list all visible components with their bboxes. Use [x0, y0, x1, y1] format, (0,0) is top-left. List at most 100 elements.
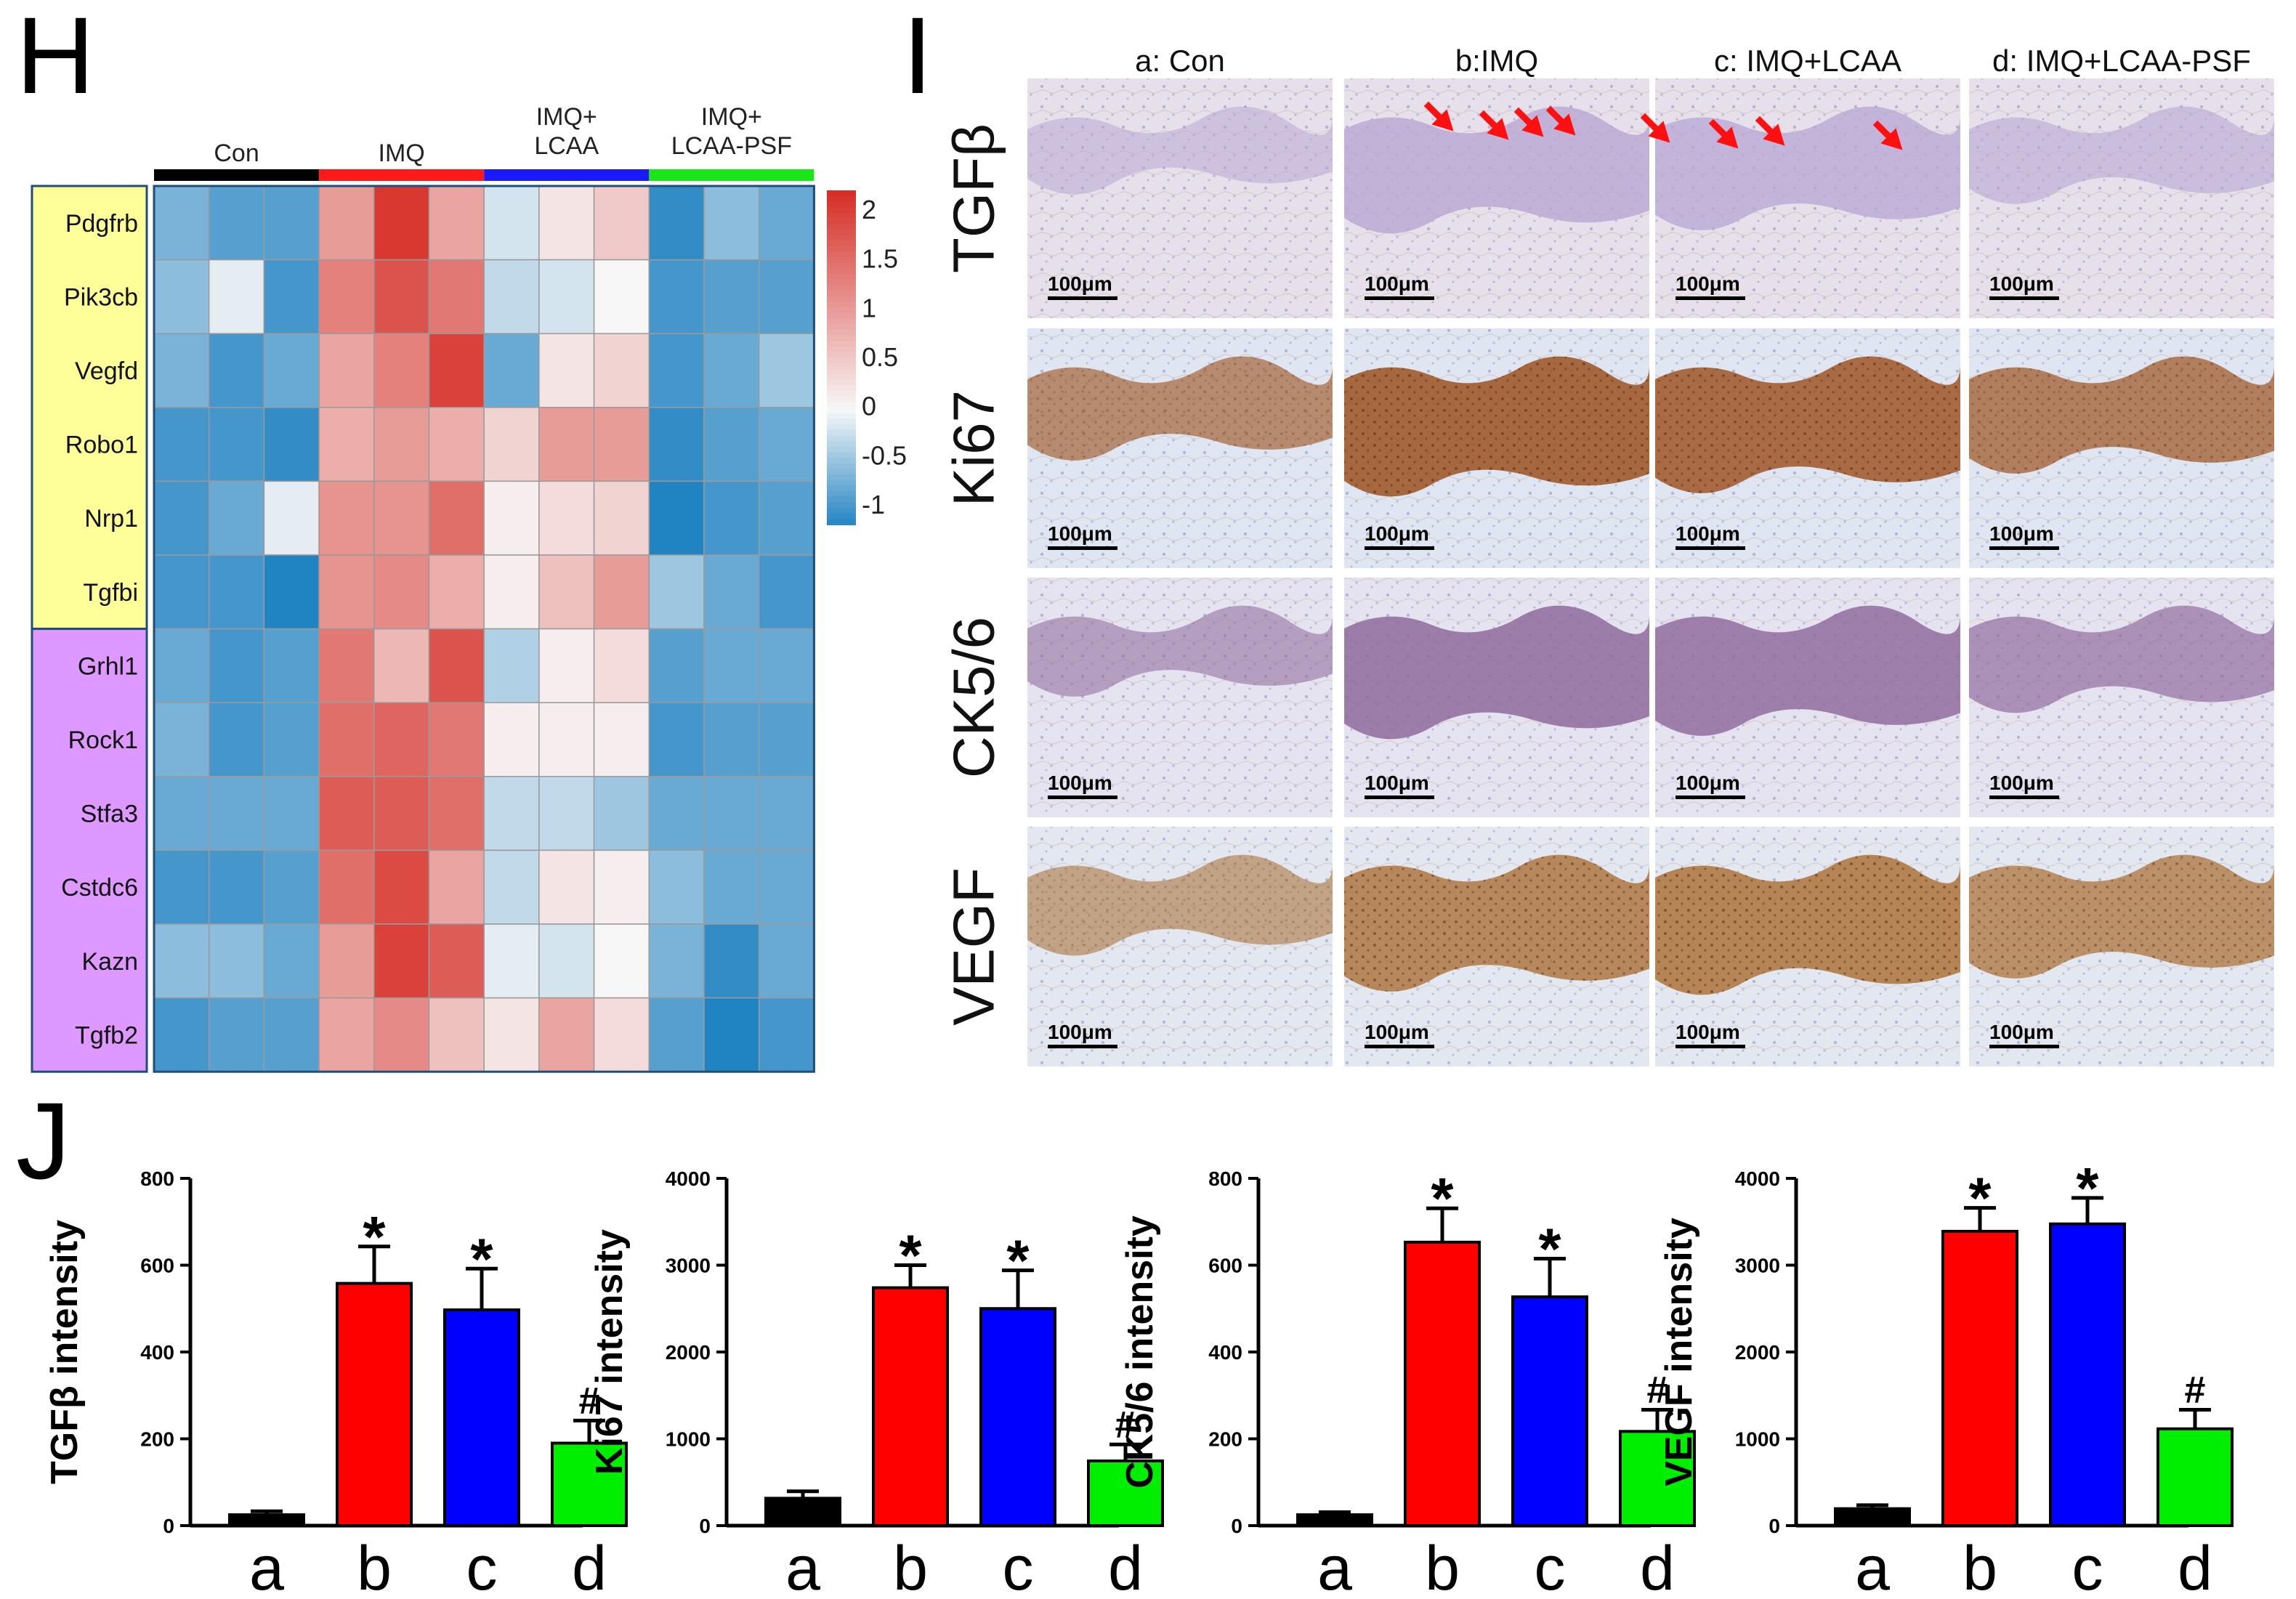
- gene-label: Robo1: [65, 432, 138, 459]
- colorbar-step: [827, 212, 856, 219]
- heatmap-cell: [648, 407, 705, 482]
- significance-mark: *: [1968, 1166, 1992, 1231]
- heatmap-cell: [483, 480, 540, 556]
- red-arrow: [1640, 113, 1670, 143]
- y-tick-label: 0: [163, 1515, 174, 1537]
- heatmap-cell: [648, 849, 705, 925]
- x-category-label: a: [1855, 1534, 1890, 1599]
- scale-bar-label: 100μm: [1675, 1021, 1740, 1043]
- significance-mark: *: [2076, 1156, 2099, 1220]
- heatmap-cell: [153, 407, 210, 482]
- y-tick-label: 600: [140, 1255, 174, 1277]
- colorbar-step: [827, 251, 856, 258]
- heatmap-cell: [593, 849, 650, 925]
- heatmap-cell: [703, 702, 760, 777]
- gene-label: Vegfd: [75, 357, 138, 385]
- colorbar-step: [827, 458, 856, 464]
- heatmap-cell: [208, 997, 265, 1072]
- colorbar-step: [827, 363, 856, 370]
- colorbar-step: [827, 496, 856, 503]
- heatmap-cell: [758, 185, 815, 261]
- scale-bar: [1989, 1045, 2059, 1048]
- gene-group-box: [31, 185, 148, 631]
- heatmap-cell: [373, 407, 430, 482]
- heatmap-cell: [153, 997, 210, 1072]
- significance-mark: #: [1115, 1404, 1136, 1446]
- heatmap-cell: [263, 776, 320, 851]
- heatmap-cell: [758, 997, 815, 1072]
- heatmap-cell: [593, 923, 650, 999]
- bar-b: [872, 1286, 949, 1527]
- epidermis-layer: [1344, 106, 1649, 234]
- group-label: Con: [214, 139, 259, 167]
- heatmap-cell: [318, 185, 375, 261]
- colorbar-step: [827, 190, 856, 197]
- colorbar-step: [827, 424, 856, 431]
- heatmap-cell: [538, 407, 595, 482]
- bar-a: [1296, 1513, 1373, 1527]
- stained-nuclei: [1344, 854, 1649, 992]
- colorbar-step: [827, 218, 856, 224]
- significance-mark: *: [1006, 1228, 1030, 1293]
- colorbar-step: [827, 463, 856, 470]
- stained-nuclei: [1027, 356, 1333, 461]
- colorbar-step: [827, 502, 856, 509]
- heatmap-cell: [483, 702, 540, 777]
- y-tick-label: 400: [140, 1341, 174, 1364]
- stained-nuclei: [1969, 356, 2274, 474]
- heatmap-cell: [428, 923, 485, 999]
- colorbar-step: [827, 485, 856, 492]
- y-tick-label: 800: [1208, 1167, 1242, 1190]
- heatmap-cell: [538, 628, 595, 703]
- colorbar-step: [827, 385, 856, 392]
- heatmap-cell: [703, 923, 760, 999]
- heatmap-cell: [648, 185, 705, 261]
- heatmap-cell: [428, 259, 485, 334]
- colorbar-step: [827, 368, 856, 375]
- group-bar-2: [484, 169, 650, 181]
- colorbar-step: [827, 446, 856, 453]
- y-tick-label: 200: [140, 1428, 174, 1451]
- y-tick-label: 2000: [1735, 1341, 1780, 1364]
- y-tick-label: 0: [1769, 1515, 1780, 1537]
- heatmap-cell: [538, 923, 595, 999]
- heatmap-cell: [758, 702, 815, 777]
- bar-d: [551, 1441, 628, 1527]
- heatmap-cell: [208, 923, 265, 999]
- heatmap-cell: [318, 407, 375, 482]
- heatmap-cell: [318, 997, 375, 1072]
- heatmap-cell: [483, 259, 540, 334]
- colorbar-tick: 1.5: [862, 244, 898, 274]
- row-label: CK5/6: [942, 617, 1006, 778]
- colorbar-step: [827, 413, 856, 420]
- gene-label: Nrp1: [84, 505, 138, 533]
- group-label: IMQ+: [701, 103, 762, 131]
- y-tick-label: 0: [1231, 1515, 1242, 1537]
- x-category-label: d: [1108, 1534, 1143, 1599]
- heatmap-cell: [373, 923, 430, 999]
- heatmap-cell: [263, 407, 320, 482]
- group-label: LCAA: [534, 132, 599, 160]
- colorbar-step: [827, 469, 856, 475]
- colorbar-step: [827, 402, 856, 408]
- group-label: IMQ: [379, 139, 425, 167]
- stained-nuclei: [1655, 854, 1960, 995]
- scale-bar-label: 100μm: [1989, 522, 2054, 545]
- heatmap-cell: [153, 628, 210, 703]
- heatmap-cell: [428, 849, 485, 925]
- heatmap-cell: [263, 333, 320, 408]
- colorbar-step: [827, 452, 856, 458]
- bar-b: [1404, 1240, 1481, 1528]
- heatmap-cell: [538, 333, 595, 408]
- heatmap-cell: [318, 849, 375, 925]
- scale-bar-label: 100μm: [1675, 522, 1740, 545]
- group-bar-0: [154, 169, 320, 181]
- x-category-label: a: [785, 1534, 820, 1599]
- scale-bar-label: 100μm: [1048, 772, 1112, 794]
- bar-chart-4: 0 1000 2000 3000 4000 VEGF intensity a * b * c # d: [1658, 1156, 2234, 1599]
- y-tick-label: 3000: [666, 1255, 711, 1277]
- bar-a: [764, 1497, 841, 1527]
- panel-label-i: I: [902, 0, 933, 116]
- scale-bar: [1675, 1045, 1745, 1048]
- heatmap-cell: [483, 997, 540, 1072]
